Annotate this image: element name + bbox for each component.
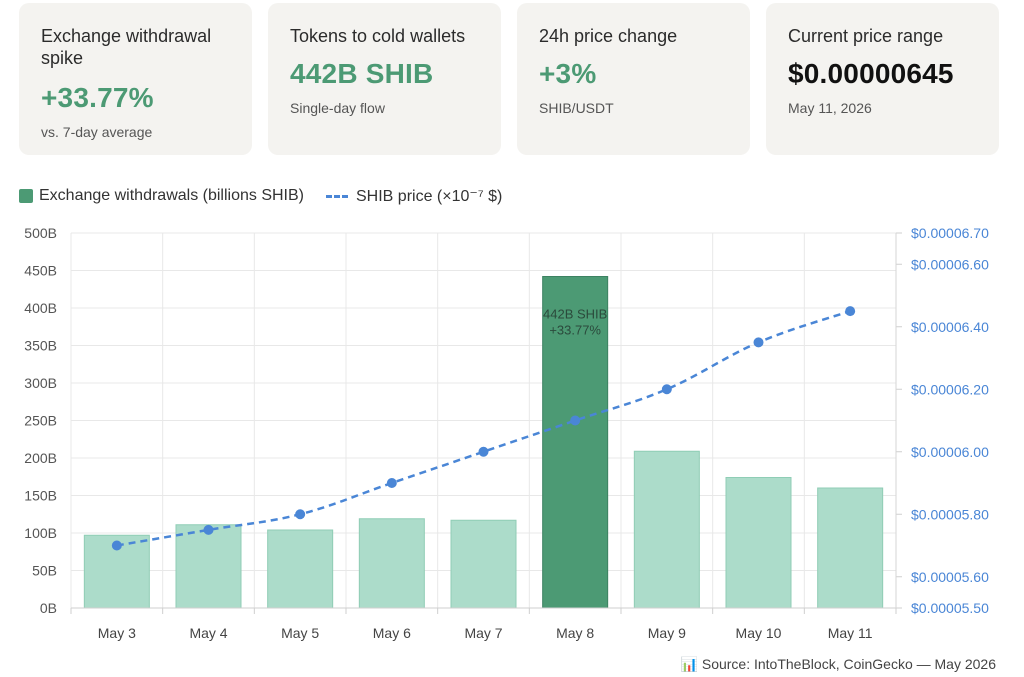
y-tick-label-left: 100B [24, 525, 57, 541]
combo-chart: 0B 50B 100B 150B 200B 250B 300B 350B 400B 450B 500… [24, 225, 989, 641]
y-tick-label-right: $0.00006.40 [911, 319, 989, 335]
card-value: 442B SHIB [290, 58, 434, 89]
x-tick-label: May 6 [373, 625, 411, 641]
card-price-change: 24h price change +3% SHIB/USDT [517, 3, 750, 155]
card-label: 24h price change [539, 26, 678, 46]
price-point-may-6 [386, 478, 397, 488]
bar-may-9 [633, 450, 700, 609]
card-value: +33.77% [41, 82, 154, 113]
x-tick-label: May 8 [556, 625, 594, 641]
legend-item-price[interactable]: SHIB price (×10⁻⁷ $) [326, 186, 502, 206]
bar-may-11 [817, 487, 884, 609]
card-sub: Single-day flow [290, 100, 385, 116]
card-value: +3% [539, 58, 597, 89]
y-tick-label-right: $0.00006.20 [911, 381, 989, 397]
bar-may-5 [267, 529, 334, 609]
y-tick-label-right: $0.00006.60 [911, 256, 989, 272]
price-point-may-7 [478, 446, 489, 457]
card-price-range: Current price range $0.00000645 May 11, … [766, 3, 999, 155]
price-point-may-8 [570, 415, 581, 426]
y-tick-label-left: 450B [24, 263, 57, 279]
legend-item-withdrawals[interactable]: Exchange withdrawals (billions SHIB) [19, 187, 304, 205]
bar-may-4 [175, 524, 242, 609]
bar-annotation: +33.77% [549, 323, 601, 338]
x-tick-label: May 5 [281, 625, 319, 641]
card-label: Exchange withdrawal spike [41, 26, 212, 68]
price-point-may-5 [295, 509, 306, 520]
y-tick-label-left: 50B [32, 563, 57, 579]
y-tick-label-right: $0.00005.80 [911, 506, 989, 522]
bar-may-8 [542, 276, 609, 609]
card-withdrawal-spike: Exchange withdrawal spike +33.77% vs. 7-… [19, 3, 252, 155]
y-tick-label-left: 200B [24, 450, 57, 466]
y-tick-label-right: $0.00006.00 [911, 444, 989, 460]
price-line [116, 309, 851, 547]
x-tick-label: May 3 [98, 625, 136, 641]
card-label: Current price range [788, 26, 944, 46]
card-value: $0.00000645 [788, 58, 954, 89]
x-tick-label: May 10 [736, 625, 782, 641]
x-tick-label: May 11 [828, 625, 873, 641]
y-tick-label-right: $0.00006.70 [911, 225, 989, 241]
y-tick-label-left: 300B [24, 375, 57, 391]
card-sub: vs. 7-day average [41, 124, 153, 140]
y-tick-label-right: $0.00005.50 [911, 600, 989, 616]
y-tick-label-left: 0B [40, 600, 57, 616]
x-tick-label: May 9 [648, 625, 686, 641]
card-sub: May 11, 2026 [788, 100, 872, 116]
price-point-may-11 [845, 306, 856, 317]
bar-may-7 [450, 519, 517, 609]
price-point-may-4 [203, 524, 214, 535]
card-cold-wallets: Tokens to cold wallets 442B SHIB Single-… [268, 3, 501, 155]
y-tick-label-right: $0.00005.60 [911, 569, 989, 585]
bar-may-6 [358, 518, 425, 609]
x-tick-label: May 7 [464, 625, 502, 641]
y-tick-label-left: 350B [24, 338, 57, 354]
y-tick-label-left: 400B [24, 300, 57, 316]
legend-bar-swatch [19, 189, 33, 203]
y-tick-label-left: 150B [24, 488, 57, 504]
legend-label: SHIB price (×10⁻⁷ $) [356, 188, 503, 205]
bar-annotation: 442B SHIB [543, 307, 607, 322]
price-point-may-10 [753, 337, 764, 348]
legend-label: Exchange withdrawals (billions SHIB) [39, 187, 304, 204]
y-tick-label-left: 250B [24, 413, 57, 429]
price-point-may-9 [661, 384, 672, 395]
chart-legend: Exchange withdrawals (billions SHIB) SHI… [19, 186, 524, 206]
source-note: 📊 Source: IntoTheBlock, CoinGecko — May … [680, 656, 996, 672]
y-tick-label-left: 500B [24, 225, 57, 241]
stat-cards: Exchange withdrawal spike +33.77% vs. 7-… [19, 3, 999, 155]
card-label: Tokens to cold wallets [290, 26, 466, 46]
price-point-may-3 [111, 540, 122, 551]
x-tick-label: May 4 [189, 625, 227, 641]
card-sub: SHIB/USDT [539, 100, 614, 116]
legend-line-swatch [326, 194, 348, 198]
bar-may-10 [725, 477, 792, 609]
